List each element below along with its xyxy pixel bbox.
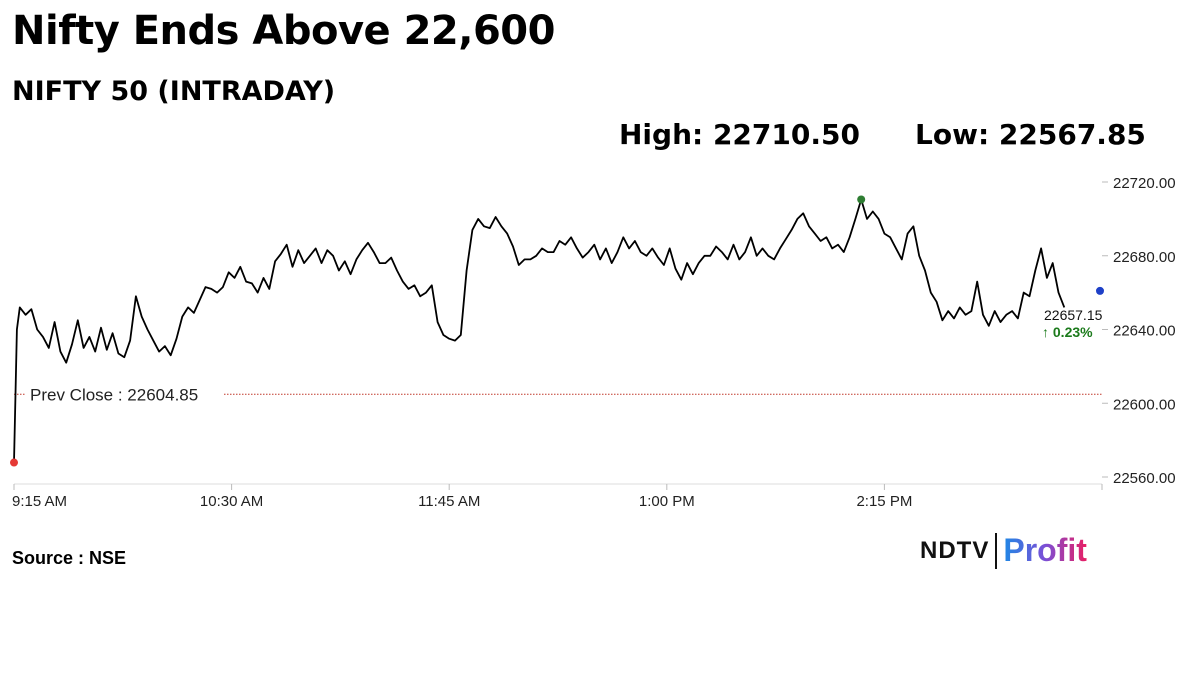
x-tick-label: 1:00 PM	[639, 493, 695, 510]
x-tick-label: 10:30 AM	[200, 493, 263, 510]
y-axis-ticks: 22720.00 22680.00 22640.00 22600.00 22560.00	[1102, 175, 1176, 487]
y-tick-label: 22720.00	[1113, 175, 1176, 192]
x-axis-ticks: 9:15 AM 10:30 AM 11:45 AM 1:00 PM 2:15 PM	[12, 483, 1103, 510]
chart-subtitle: NIFTY 50 (INTRADAY)	[12, 76, 336, 107]
source-note: Source : NSE	[12, 548, 127, 568]
x-tick-label: 9:15 AM	[12, 493, 67, 510]
high-marker	[857, 195, 866, 204]
prev-close-label-bg	[26, 382, 224, 405]
day-low: Low: 22567.85	[915, 118, 1146, 151]
change-label: ↑ 0.23%	[1042, 324, 1093, 340]
last-marker	[1096, 286, 1104, 295]
prev-close-label: Prev Close : 22604.85	[30, 385, 198, 404]
last-value-label: 22657.15	[1044, 307, 1103, 323]
x-tick-label: 11:45 AM	[418, 493, 480, 510]
y-tick-label: 22640.00	[1113, 323, 1176, 340]
price-line	[13, 198, 1066, 463]
y-tick-label: 22680.00	[1113, 249, 1176, 266]
brand-profit: Profit	[1003, 532, 1087, 568]
brand-divider	[995, 532, 998, 569]
day-high: High: 22710.50	[619, 118, 860, 151]
brand-ndtv: NDTV	[920, 536, 990, 564]
open-marker	[10, 458, 18, 467]
y-tick-label: 22560.00	[1113, 470, 1176, 487]
y-tick-label: 22600.00	[1113, 396, 1176, 413]
x-tick-label: 2:15 PM	[856, 493, 912, 510]
brand-logo: NDTV Profit	[920, 532, 1087, 569]
headline: Nifty Ends Above 22,600	[12, 8, 555, 54]
